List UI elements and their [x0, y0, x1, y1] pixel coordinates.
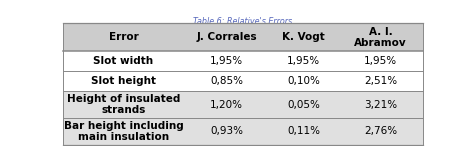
Bar — [184, 118, 269, 145]
Bar — [269, 51, 338, 71]
Text: 0,10%: 0,10% — [287, 76, 320, 86]
Bar — [63, 23, 184, 51]
Text: 0,11%: 0,11% — [287, 126, 320, 136]
Text: 0,85%: 0,85% — [210, 76, 243, 86]
Text: 1,20%: 1,20% — [210, 100, 243, 110]
Text: 0,05%: 0,05% — [287, 100, 320, 110]
Text: 1,95%: 1,95% — [364, 56, 397, 66]
Bar — [338, 118, 423, 145]
Text: 2,76%: 2,76% — [364, 126, 397, 136]
Bar — [63, 71, 184, 91]
Bar — [63, 51, 184, 71]
Text: 3,21%: 3,21% — [364, 100, 397, 110]
Text: K. Vogt: K. Vogt — [282, 32, 325, 42]
Text: J. Corrales: J. Corrales — [196, 32, 257, 42]
Bar — [269, 118, 338, 145]
Text: Error: Error — [109, 32, 138, 42]
Text: Bar height including
main insulation: Bar height including main insulation — [64, 121, 183, 142]
Bar — [184, 91, 269, 118]
Text: 1,95%: 1,95% — [210, 56, 243, 66]
Bar — [184, 51, 269, 71]
Bar — [269, 23, 338, 51]
Bar — [269, 91, 338, 118]
Bar — [63, 91, 184, 118]
Text: A. I.
Abramov: A. I. Abramov — [355, 27, 407, 48]
Text: 1,95%: 1,95% — [287, 56, 320, 66]
Bar — [338, 23, 423, 51]
Text: Slot height: Slot height — [91, 76, 156, 86]
Bar — [338, 91, 423, 118]
Bar — [184, 23, 269, 51]
Text: Slot width: Slot width — [93, 56, 154, 66]
Text: Height of insulated
strands: Height of insulated strands — [67, 94, 180, 115]
Bar — [184, 71, 269, 91]
Bar — [269, 71, 338, 91]
Bar — [63, 118, 184, 145]
Bar — [338, 71, 423, 91]
Text: Table 6: Relative's Errors: Table 6: Relative's Errors — [193, 17, 292, 26]
Text: 0,93%: 0,93% — [210, 126, 243, 136]
Bar — [338, 51, 423, 71]
Text: 2,51%: 2,51% — [364, 76, 397, 86]
